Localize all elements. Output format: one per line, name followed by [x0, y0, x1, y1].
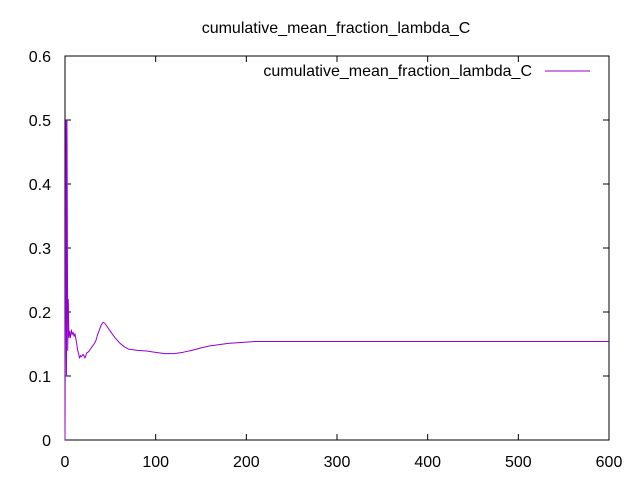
x-axis: 0 100 200 300 400 500 600: [61, 56, 623, 471]
x-tick-label: 600: [596, 454, 623, 471]
y-tick-label: 0.3: [29, 241, 51, 258]
x-tick-label: 200: [233, 454, 260, 471]
x-tick-label: 0: [61, 454, 70, 471]
plot-frame: [64, 55, 610, 441]
x-tick-label: 100: [142, 454, 169, 471]
x-tick-label: 400: [414, 454, 441, 471]
y-tick-label: 0.2: [29, 305, 51, 322]
chart-title: cumulative_mean_fraction_lambda_C: [202, 20, 471, 37]
y-tick-label: 0.5: [29, 113, 51, 130]
y-axis: 0 0.1 0.2 0.3 0.4 0.5 0.6: [29, 49, 609, 450]
y-tick-label: 0.4: [29, 177, 51, 194]
series-line: [64, 119, 609, 441]
y-tick-label: 0: [42, 433, 51, 450]
x-tick-label: 500: [505, 454, 532, 471]
legend-label: cumulative_mean_fraction_lambda_C: [263, 63, 532, 80]
legend: cumulative_mean_fraction_lambda_C: [263, 63, 590, 80]
series-layer: [64, 119, 609, 441]
x-tick-label: 300: [324, 454, 351, 471]
y-tick-label: 0.6: [29, 49, 51, 66]
y-tick-label: 0.1: [29, 369, 51, 386]
